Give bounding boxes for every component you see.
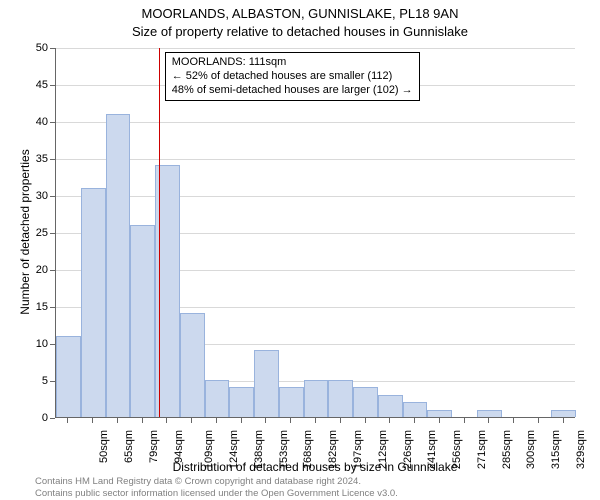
y-tick-mark: [50, 159, 55, 160]
chart-title-sub: Size of property relative to detached ho…: [0, 24, 600, 39]
attribution-line: Contains HM Land Registry data © Crown c…: [35, 476, 398, 488]
y-tick-label: 50: [8, 42, 48, 54]
y-tick-mark: [50, 381, 55, 382]
histogram-bar: [279, 387, 304, 417]
x-tick-label: 50sqm: [98, 430, 110, 463]
histogram-bar: [106, 114, 131, 417]
y-tick-label: 10: [8, 338, 48, 350]
x-tick-mark: [439, 418, 440, 423]
y-tick-mark: [50, 418, 55, 419]
histogram-bar: [551, 410, 576, 417]
y-tick-mark: [50, 122, 55, 123]
histogram-bar: [427, 410, 452, 417]
reference-vline: [159, 48, 160, 417]
histogram-bar: [254, 350, 279, 417]
x-tick-mark: [538, 418, 539, 423]
annotation-line: MOORLANDS: 111sqm: [172, 56, 413, 70]
x-tick-mark: [191, 418, 192, 423]
y-tick-label: 30: [8, 190, 48, 202]
y-tick-label: 0: [8, 412, 48, 424]
y-tick-mark: [50, 233, 55, 234]
histogram-bar: [403, 402, 428, 417]
histogram-bar: [304, 380, 329, 417]
x-tick-label: 65sqm: [123, 430, 135, 463]
x-tick-mark: [166, 418, 167, 423]
y-tick-label: 25: [8, 227, 48, 239]
y-tick-label: 45: [8, 79, 48, 91]
y-tick-mark: [50, 196, 55, 197]
y-tick-mark: [50, 270, 55, 271]
y-tick-label: 5: [8, 375, 48, 387]
x-tick-label: 79sqm: [148, 430, 160, 463]
x-tick-mark: [513, 418, 514, 423]
histogram-bar: [378, 395, 403, 417]
gridline-h: [56, 196, 575, 197]
histogram-bar: [56, 336, 81, 417]
x-tick-mark: [389, 418, 390, 423]
histogram-bar: [180, 313, 205, 417]
y-tick-mark: [50, 344, 55, 345]
y-tick-label: 35: [8, 153, 48, 165]
x-tick-mark: [563, 418, 564, 423]
histogram-bar: [229, 387, 254, 417]
histogram-bar: [353, 387, 378, 417]
x-tick-label: 329sqm: [575, 430, 587, 469]
y-tick-label: 40: [8, 116, 48, 128]
y-tick-mark: [50, 85, 55, 86]
attribution-text: Contains HM Land Registry data © Crown c…: [35, 476, 398, 500]
x-tick-mark: [365, 418, 366, 423]
histogram-bar: [130, 225, 155, 417]
x-tick-label: 94sqm: [173, 430, 185, 463]
x-tick-mark: [315, 418, 316, 423]
gridline-h: [56, 48, 575, 49]
y-tick-labels: 05101520253035404550: [0, 48, 50, 418]
y-tick-label: 15: [8, 301, 48, 313]
histogram-bar: [477, 410, 502, 417]
attribution-line: Contains public sector information licen…: [35, 488, 398, 500]
annotation-line: 48% of semi-detached houses are larger (…: [172, 84, 413, 98]
y-tick-mark: [50, 307, 55, 308]
x-tick-mark: [290, 418, 291, 423]
x-tick-mark: [488, 418, 489, 423]
histogram-bar: [328, 380, 353, 417]
x-tick-mark: [241, 418, 242, 423]
x-tick-mark: [142, 418, 143, 423]
annotation-line: ← 52% of detached houses are smaller (11…: [172, 70, 413, 84]
x-axis-title: Distribution of detached houses by size …: [55, 460, 575, 474]
x-tick-mark: [67, 418, 68, 423]
annotation-box: MOORLANDS: 111sqm← 52% of detached house…: [165, 52, 420, 101]
x-tick-mark: [414, 418, 415, 423]
chart-title-main: MOORLANDS, ALBASTON, GUNNISLAKE, PL18 9A…: [0, 6, 600, 21]
y-tick-mark: [50, 48, 55, 49]
gridline-h: [56, 159, 575, 160]
x-tick-mark: [265, 418, 266, 423]
x-tick-mark: [117, 418, 118, 423]
y-tick-label: 20: [8, 264, 48, 276]
plot-area: MOORLANDS: 111sqm← 52% of detached house…: [55, 48, 575, 418]
x-tick-mark: [464, 418, 465, 423]
x-tick-mark: [216, 418, 217, 423]
chart-container: MOORLANDS, ALBASTON, GUNNISLAKE, PL18 9A…: [0, 0, 600, 500]
histogram-bar: [81, 188, 106, 417]
gridline-h: [56, 122, 575, 123]
histogram-bar: [205, 380, 230, 417]
x-tick-mark: [340, 418, 341, 423]
x-tick-mark: [92, 418, 93, 423]
